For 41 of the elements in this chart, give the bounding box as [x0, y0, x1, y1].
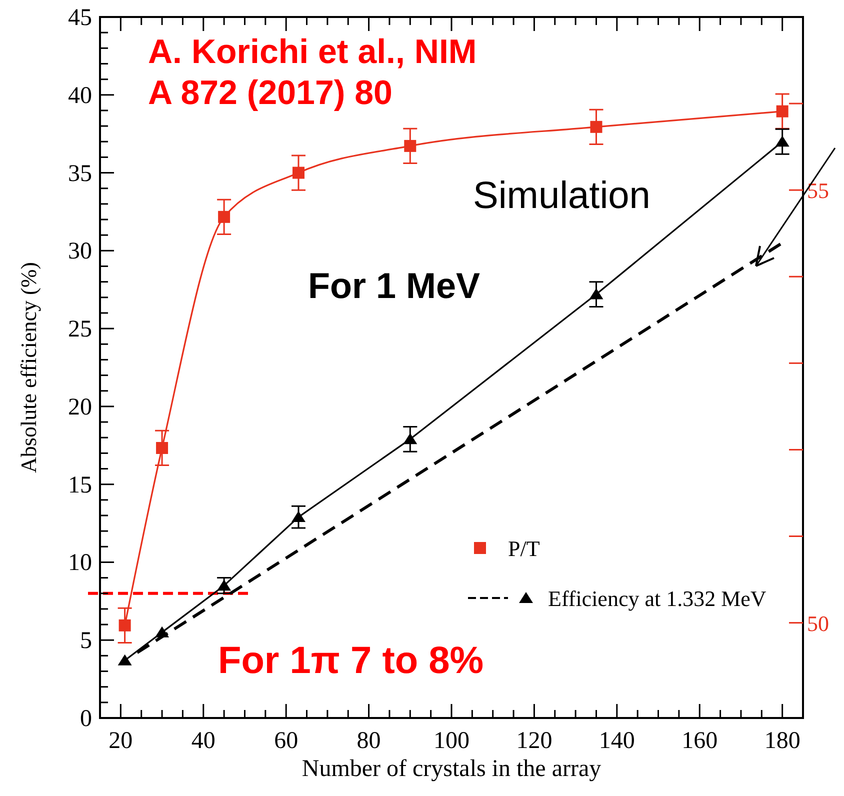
legend-label: Efficiency at 1.332 MeV — [548, 586, 766, 611]
y-tick-label: 0 — [80, 706, 92, 732]
x-tick-label: 180 — [764, 728, 800, 754]
point — [776, 105, 788, 118]
point — [403, 433, 418, 444]
x-tick-label: 40 — [191, 728, 216, 754]
y-tick-label: 45 — [68, 5, 92, 31]
y-tick-label: 30 — [68, 238, 92, 265]
x-tick-label: 140 — [598, 728, 635, 754]
y-tick-label: 40 — [68, 82, 92, 109]
x-tick-label: 60 — [274, 728, 298, 754]
y-axis-title: Absolute efficiency (%) — [16, 262, 41, 473]
annotation: For 1 MeV — [308, 265, 480, 306]
y-tick-label: 35 — [68, 160, 92, 187]
point — [775, 136, 790, 147]
x-tick-label: 160 — [682, 728, 718, 754]
point — [118, 654, 132, 666]
y-tick-label: 20 — [68, 394, 92, 420]
point — [589, 288, 604, 300]
annotation: Simulation — [473, 175, 650, 217]
x-tick-label: 120 — [516, 728, 552, 754]
x-tick-label: 80 — [356, 728, 381, 754]
y2-tick-label: 50 — [807, 610, 829, 636]
point — [292, 166, 304, 179]
x-tick-label: 20 — [108, 728, 133, 754]
x-axis-title: Number of crystals in the array — [302, 756, 602, 782]
y-tick-label: 25 — [68, 316, 92, 343]
annotation: For 1π 7 to 8% — [218, 640, 484, 682]
x-tick-label: 100 — [434, 728, 470, 754]
y-tick-label: 10 — [68, 550, 92, 576]
point — [156, 442, 168, 454]
y-tick-label: 5 — [80, 628, 92, 654]
annotation: A. Korichi et al., NIM A 872 (2017) 80 — [148, 33, 477, 112]
point — [404, 140, 416, 152]
legend-label: P/T — [508, 536, 540, 561]
point — [590, 120, 602, 133]
point — [291, 511, 306, 522]
y-tick-label: 15 — [68, 472, 92, 498]
point — [118, 619, 131, 632]
point — [218, 210, 230, 223]
y2-tick-label: 55 — [807, 178, 829, 204]
